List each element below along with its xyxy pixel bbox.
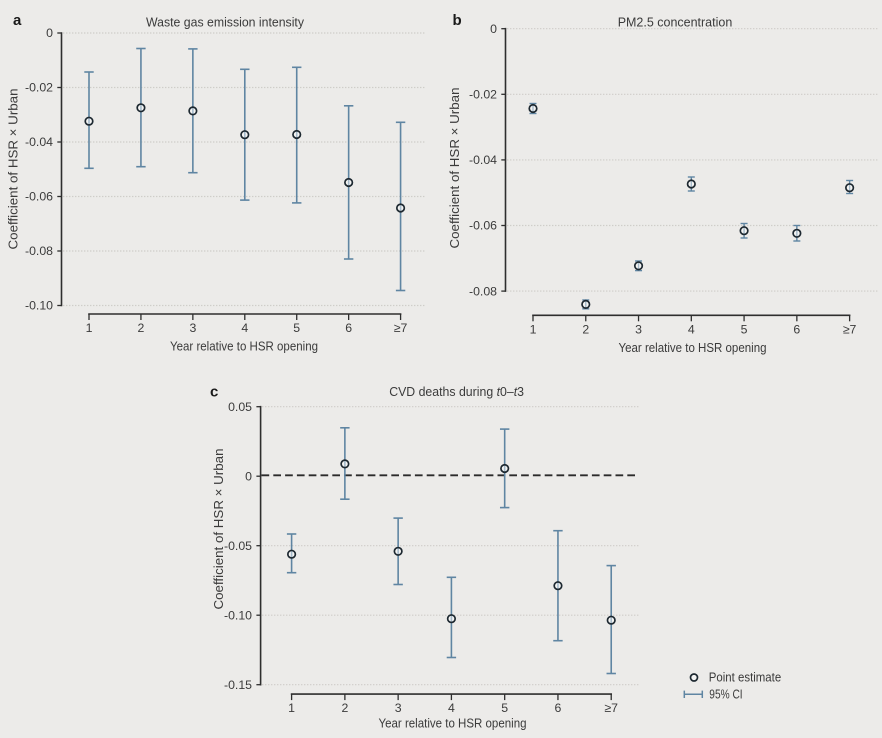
svg-text:c: c <box>210 384 218 401</box>
svg-text:Year relative to HSR opening: Year relative to HSR opening <box>619 340 767 355</box>
svg-text:0: 0 <box>490 22 497 36</box>
svg-text:2: 2 <box>341 701 348 715</box>
svg-text:Waste gas emission intensity: Waste gas emission intensity <box>146 15 304 30</box>
svg-text:-0.08: -0.08 <box>469 284 497 298</box>
svg-text:-0.02: -0.02 <box>25 81 53 95</box>
svg-text:95% CI: 95% CI <box>709 687 742 701</box>
svg-text:5: 5 <box>741 322 748 336</box>
svg-text:Year relative to HSR opening: Year relative to HSR opening <box>379 716 527 731</box>
svg-text:4: 4 <box>241 321 248 335</box>
svg-text:≥7: ≥7 <box>394 321 408 335</box>
svg-text:3: 3 <box>189 321 196 335</box>
svg-text:6: 6 <box>345 321 352 335</box>
svg-text:-0.04: -0.04 <box>469 153 497 167</box>
svg-text:-0.15: -0.15 <box>224 678 252 692</box>
svg-text:Year relative to HSR opening: Year relative to HSR opening <box>170 339 318 354</box>
svg-text:-0.02: -0.02 <box>469 88 497 102</box>
svg-text:4: 4 <box>688 322 695 336</box>
svg-text:b: b <box>453 12 462 29</box>
svg-text:5: 5 <box>501 701 508 715</box>
svg-text:CVD deaths during t0–t3: CVD deaths during t0–t3 <box>389 384 524 399</box>
svg-text:-0.04: -0.04 <box>25 135 53 149</box>
svg-text:2: 2 <box>138 321 145 335</box>
svg-text:Coefficient of HSR × Urban: Coefficient of HSR × Urban <box>212 448 226 609</box>
svg-text:PM2.5 concentration: PM2.5 concentration <box>618 15 733 30</box>
svg-text:4: 4 <box>448 701 455 715</box>
svg-text:1: 1 <box>288 701 295 715</box>
svg-text:Point estimate: Point estimate <box>709 670 781 684</box>
svg-text:0.05: 0.05 <box>228 400 252 414</box>
svg-text:-0.06: -0.06 <box>25 190 53 204</box>
svg-text:-0.08: -0.08 <box>25 244 53 258</box>
svg-text:6: 6 <box>793 322 800 336</box>
svg-text:3: 3 <box>395 701 402 715</box>
svg-text:-0.06: -0.06 <box>469 219 497 233</box>
svg-text:1: 1 <box>86 321 93 335</box>
svg-text:1: 1 <box>530 322 537 336</box>
svg-text:-0.10: -0.10 <box>224 608 252 622</box>
svg-text:5: 5 <box>293 321 300 335</box>
svg-text:2: 2 <box>582 322 589 336</box>
svg-text:-0.05: -0.05 <box>224 539 252 553</box>
svg-text:≥7: ≥7 <box>843 322 857 336</box>
svg-text:Coefficient of HSR × Urban: Coefficient of HSR × Urban <box>6 88 20 249</box>
svg-text:0: 0 <box>46 26 53 40</box>
svg-text:a: a <box>13 12 22 29</box>
svg-text:0: 0 <box>245 469 252 483</box>
svg-text:-0.10: -0.10 <box>25 299 53 313</box>
svg-text:3: 3 <box>635 322 642 336</box>
svg-text:6: 6 <box>555 701 562 715</box>
svg-text:≥7: ≥7 <box>604 701 618 715</box>
svg-text:Coefficient of HSR × Urban: Coefficient of HSR × Urban <box>448 87 462 248</box>
